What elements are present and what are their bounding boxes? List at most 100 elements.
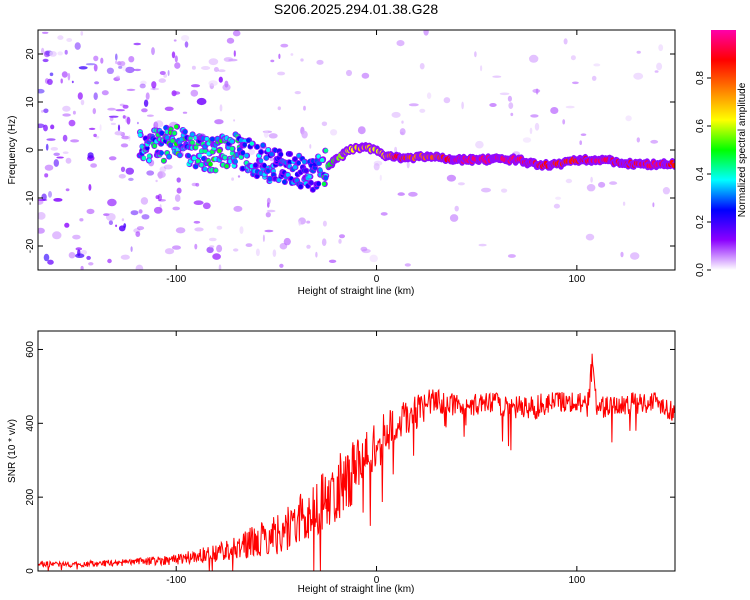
heatmap-noise-cell bbox=[153, 206, 163, 214]
heatmap-noise-cell bbox=[123, 223, 127, 229]
heatmap-noise-cell bbox=[176, 187, 182, 194]
heatmap-noise-cell bbox=[346, 69, 352, 77]
heatmap-noise-cell bbox=[233, 50, 236, 57]
heatmap-noise-cell bbox=[164, 248, 175, 255]
heatmap-noise-cell bbox=[315, 251, 318, 258]
heatmap-noise-cell bbox=[636, 137, 640, 143]
heatmap-noise-cell bbox=[151, 47, 155, 56]
heatmap-ridge-cell bbox=[159, 150, 164, 156]
heatmap-noise-cell bbox=[212, 253, 221, 260]
heatmap-noise-cell bbox=[174, 55, 178, 63]
heatmap-noise-cell bbox=[184, 41, 189, 48]
heatmap-noise-cell bbox=[222, 83, 231, 91]
heatmap-noise-cell bbox=[620, 251, 624, 258]
snr-y-tick-label: 0 bbox=[25, 568, 36, 574]
heatmap-noise-cell bbox=[636, 50, 641, 54]
heatmap-noise-cell bbox=[174, 194, 181, 202]
snr-y-tick-label: 400 bbox=[25, 415, 36, 432]
heatmap-noise-cell bbox=[74, 42, 81, 50]
heatmap-noise-cell bbox=[570, 55, 576, 61]
heatmap-noise-cell bbox=[226, 37, 235, 44]
heatmap-noise-cell bbox=[406, 160, 410, 169]
heatmap-noise-cell bbox=[475, 140, 484, 149]
heatmap-ridge-cell bbox=[202, 166, 208, 172]
heatmap-ridge-cell bbox=[318, 167, 323, 173]
heatmap-noise-cell bbox=[53, 159, 59, 167]
heatmap-noise-cell bbox=[306, 220, 311, 224]
heatmap-noise-cell bbox=[218, 76, 223, 83]
heatmap-ridge-cell bbox=[240, 150, 246, 155]
heatmap-noise-cell bbox=[70, 139, 80, 143]
heatmap-noise-cell bbox=[75, 253, 85, 258]
heatmap-noise-cell bbox=[478, 243, 487, 247]
heatmap-noise-cell bbox=[62, 105, 71, 112]
heatmap-noise-cell bbox=[128, 177, 134, 181]
heatmap-noise-cell bbox=[153, 121, 159, 130]
heatmap-noise-cell bbox=[101, 90, 109, 96]
heatmap-noise-cell bbox=[193, 200, 204, 205]
heatmap-ridge-cell bbox=[298, 184, 303, 189]
heatmap-noise-cell bbox=[652, 202, 655, 208]
heatmap-noise-cell bbox=[105, 213, 116, 221]
heatmap-noise-cell bbox=[217, 69, 226, 73]
heatmap-noise-cell bbox=[322, 220, 327, 227]
heatmap-ridge-cell bbox=[183, 129, 188, 134]
heatmap-noise-cell bbox=[369, 254, 378, 263]
heatmap-noise-cell bbox=[658, 44, 664, 52]
heatmap-ridge-cell bbox=[168, 142, 173, 148]
heatmap-noise-cell bbox=[232, 30, 241, 37]
heatmap-ridge-cell bbox=[296, 160, 301, 166]
heatmap-noise-cell bbox=[321, 121, 328, 127]
heatmap-ridge-cell bbox=[170, 138, 175, 143]
heatmap-noise-cell bbox=[167, 70, 170, 76]
heatmap-y-tick-label: -10 bbox=[25, 190, 36, 205]
heatmap-ridge-cell bbox=[201, 156, 206, 161]
heatmap-noise-cell bbox=[150, 87, 160, 91]
heatmap-noise-cell bbox=[47, 259, 54, 265]
heatmap-ridge-cell bbox=[152, 143, 157, 149]
heatmap-ridge-cell bbox=[192, 156, 197, 161]
heatmap-noise-cell bbox=[195, 182, 200, 187]
snr-plot-background bbox=[38, 331, 675, 571]
heatmap-noise-cell bbox=[107, 107, 116, 111]
heatmap-ridge-cell bbox=[199, 162, 204, 167]
heatmap-noise-cell bbox=[106, 67, 114, 75]
heatmap-noise-cell bbox=[534, 122, 540, 131]
heatmap-noise-cell bbox=[529, 54, 539, 63]
heatmap-ridge-cell bbox=[302, 159, 307, 164]
heatmap-noise-cell bbox=[126, 88, 136, 91]
heatmap-noise-cell bbox=[357, 126, 366, 135]
snr-x-axis-label: Height of straight line (km) bbox=[298, 584, 415, 595]
heatmap-noise-cell bbox=[590, 176, 593, 183]
heatmap-noise-cell bbox=[120, 166, 126, 172]
heatmap-noise-cell bbox=[213, 67, 219, 72]
heatmap-noise-cell bbox=[391, 111, 401, 118]
heatmap-noise-cell bbox=[49, 72, 54, 77]
heatmap-noise-cell bbox=[103, 213, 110, 217]
heatmap-noise-cell bbox=[107, 198, 117, 207]
heatmap-noise-cell bbox=[233, 119, 236, 122]
heatmap-noise-cell bbox=[501, 188, 508, 193]
heatmap-noise-cell bbox=[108, 220, 113, 225]
heatmap-ridge-cell bbox=[244, 153, 249, 158]
heatmap-noise-cell bbox=[139, 83, 146, 89]
heatmap-noise-cell bbox=[164, 106, 174, 112]
heatmap-ridge-cell bbox=[260, 143, 265, 148]
heatmap-noise-cell bbox=[78, 66, 88, 70]
heatmap-noise-cell bbox=[586, 184, 596, 192]
heatmap-x-tick-label: 0 bbox=[374, 274, 380, 285]
heatmap-ridge-cell bbox=[278, 152, 283, 157]
heatmap-ridge-cell bbox=[197, 153, 202, 158]
heatmap-noise-cell bbox=[44, 164, 54, 171]
heatmap-noise-cell bbox=[38, 199, 44, 205]
heatmap-noise-cell bbox=[130, 246, 133, 252]
heatmap-noise-cell bbox=[64, 49, 68, 55]
heatmap-noise-cell bbox=[85, 63, 96, 66]
heatmap-noise-cell bbox=[379, 174, 382, 181]
heatmap-noise-cell bbox=[373, 160, 383, 166]
heatmap-ridge-cell bbox=[165, 135, 170, 140]
heatmap-noise-cell bbox=[45, 143, 49, 151]
heatmap-ridge-cell bbox=[228, 159, 233, 164]
heatmap-noise-cell bbox=[38, 123, 45, 129]
